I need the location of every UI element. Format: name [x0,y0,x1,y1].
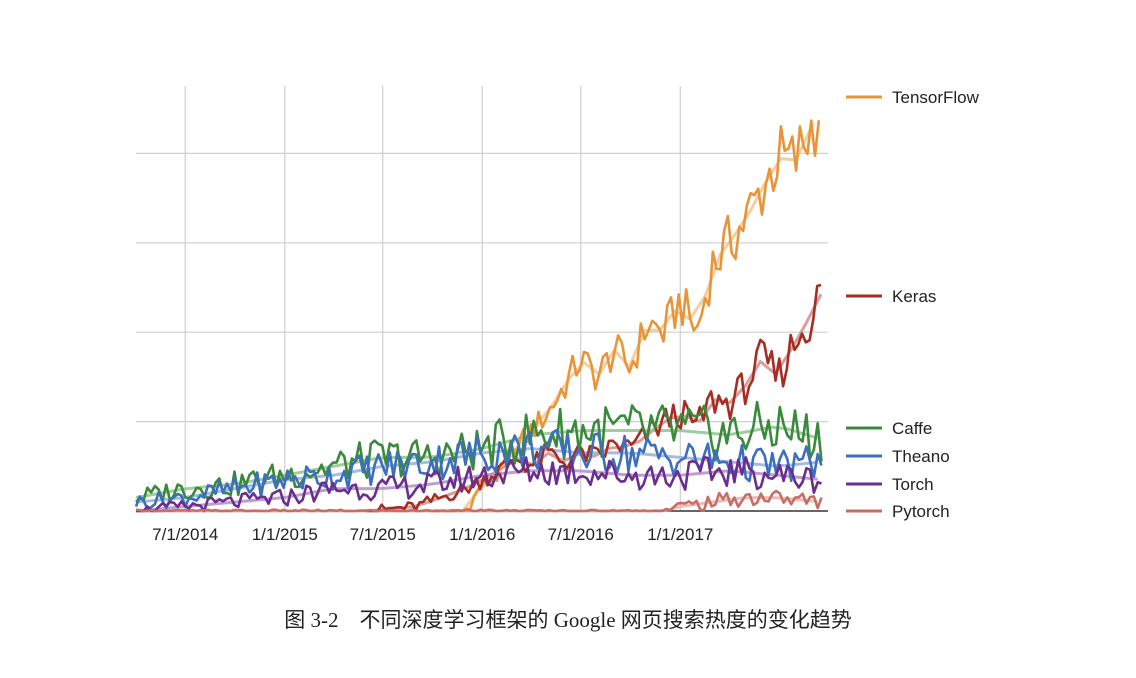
legend-label-theano: Theano [892,447,950,466]
trend-lines [135,127,823,513]
series-line-theano [134,428,823,510]
series-lines [134,119,823,513]
x-tick-label: 7/1/2015 [350,525,416,544]
series-line-torch [136,455,822,513]
series-line-tensorflow [432,119,821,513]
legend-label-tensorflow: TensorFlow [892,88,980,107]
trend-line-caffe [135,425,819,500]
x-tick-label: 1/1/2016 [449,525,515,544]
x-tick-label: 1/1/2017 [647,525,713,544]
x-axis-ticks: 7/1/2014 1/1/2015 7/1/2015 1/1/2016 7/1/2016… [152,525,713,544]
series-line-pytorch [135,489,823,513]
x-tick-label: 7/1/2014 [152,525,218,544]
legend-label-torch: Torch [892,475,934,494]
legend-label-pytorch: Pytorch [892,502,950,521]
legend-label-keras: Keras [892,287,936,306]
figure-caption: 图 3-2 不同深度学习框架的 Google 网页搜索热度的变化趋势 [284,608,852,632]
x-tick-label: 1/1/2015 [252,525,318,544]
series-line-keras [366,283,822,513]
line-chart: 7/1/2014 1/1/2015 7/1/2015 1/1/2016 7/1/2016… [134,86,980,544]
trend-line-torch [135,469,818,513]
legend-label-caffe: Caffe [892,419,932,438]
trend-line-keras [366,293,823,513]
legend: TensorFlow Keras Caffe Theano Torch Pytorch [846,88,980,521]
x-tick-label: 7/1/2016 [548,525,614,544]
